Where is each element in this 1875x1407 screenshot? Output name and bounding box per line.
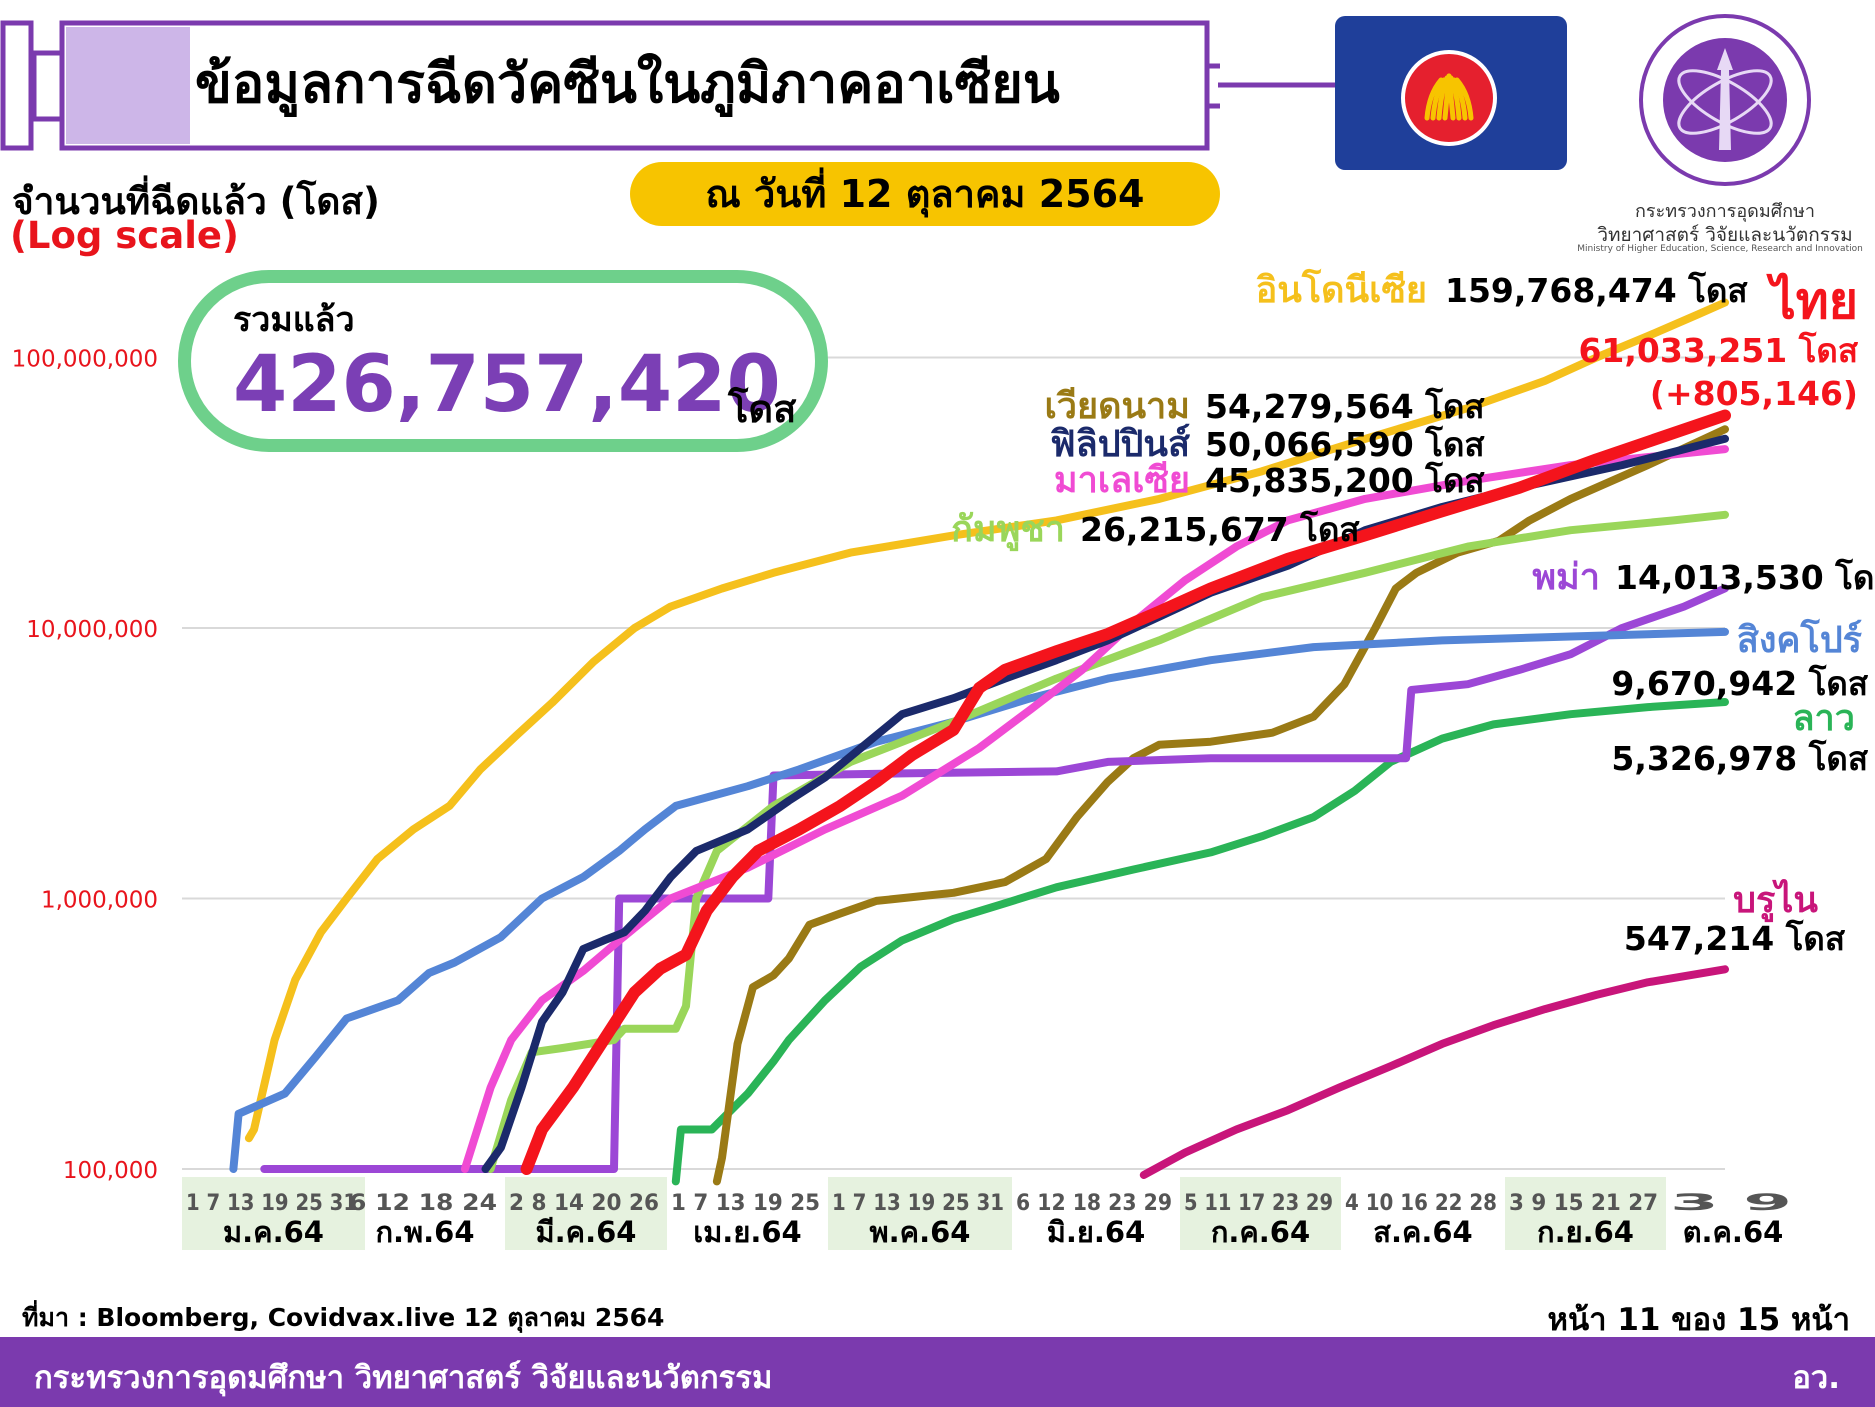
month-band xyxy=(1505,1177,1666,1250)
month-bands xyxy=(182,1177,1666,1250)
series-line-brunei xyxy=(1139,965,1729,1179)
y-tick-label: 100,000,000 xyxy=(12,347,158,373)
series-value-vietnam: 54,279,564 โดส xyxy=(1205,387,1485,426)
x-day-ticks: 2 8 14 20 26 xyxy=(509,1191,659,1216)
x-month-label: มี.ค.64 xyxy=(536,1215,637,1249)
syringe-tip xyxy=(1204,63,1220,109)
series-line-singapore xyxy=(229,627,1729,1173)
syringe-needle xyxy=(1218,82,1338,88)
series-name-myanmar: พม่า xyxy=(1532,557,1600,598)
series-line-thailand xyxy=(520,409,1731,1175)
x-axis-ticks: 1 7 13 19 25 31ม.ค.646 12 18 24ก.พ.642 8… xyxy=(186,1191,1792,1249)
series-name-laos: ลาว xyxy=(1793,698,1856,739)
series-value-malaysia: 45,835,200 โดส xyxy=(1205,461,1485,500)
series-line-cambodia xyxy=(486,510,1729,1173)
syringe-liquid xyxy=(66,27,190,144)
series-value-singapore: 9,670,942 โดส xyxy=(1611,664,1868,703)
month-band xyxy=(182,1177,365,1250)
y-tick-label: 10,000,000 xyxy=(26,617,158,643)
x-day-ticks: 4 10 16 22 28 xyxy=(1345,1191,1497,1216)
x-day-ticks: 3 9 15 21 27 xyxy=(1509,1191,1658,1216)
series-value-cambodia: 26,215,677 โดส xyxy=(1080,510,1360,549)
month-band xyxy=(1180,1177,1341,1250)
x-month-label: มิ.ย.64 xyxy=(1047,1215,1146,1249)
page-title: ข้อมูลการฉีดวัคซีนในภูมิภาคอาเซียน xyxy=(195,52,1060,115)
total-unit: โดส xyxy=(728,387,797,431)
x-month-label: พ.ค.64 xyxy=(870,1215,971,1249)
series-value-indonesia: 159,768,474 โดส xyxy=(1445,271,1748,310)
page-indicator: หน้า 11 ของ 15 หน้า xyxy=(1547,1302,1850,1338)
month-band xyxy=(505,1177,667,1250)
series-value-myanmar: 14,013,530 โดส xyxy=(1615,558,1875,597)
y-tick-label: 1,000,000 xyxy=(41,888,158,914)
y-axis-ticks: 100,000 1,000,000 10,000,000 100,000,000 xyxy=(12,347,158,1185)
series-line-laos xyxy=(671,698,1729,1186)
x-day-ticks: 6 12 18 23 29 xyxy=(1016,1191,1172,1216)
ministry-name-line2: วิทยาศาสตร์ วิจัยและนวัตกรรม xyxy=(1597,224,1853,246)
x-month-label: เม.ย.64 xyxy=(693,1215,801,1249)
ministry-name-line1: กระทรวงการอุดมศึกษา xyxy=(1635,201,1815,222)
series-name-vietnam: เวียดนาม xyxy=(1044,386,1190,427)
series-change-thailand: (+805,146) xyxy=(1650,374,1858,413)
x-day-ticks: 6 12 18 24 xyxy=(349,1191,497,1216)
series-value-philippines: 50,066,590 โดส xyxy=(1205,425,1485,464)
y-axis-label: จำนวนที่ฉีดแล้ว (โดส) xyxy=(12,180,380,223)
x-month-label: ก.ค.64 xyxy=(1211,1215,1310,1249)
y-tick-label: 100,000 xyxy=(63,1158,158,1184)
asean-emblem-icon xyxy=(1401,50,1497,146)
x-day-ticks: 3 9 xyxy=(1670,1191,1792,1216)
series-line-malaysia xyxy=(460,445,1729,1173)
total-value: 426,757,420 xyxy=(233,340,781,430)
series-name-philippines: ฟิลิปปินส์ xyxy=(1050,423,1190,465)
footer-abbr: อว. xyxy=(1792,1360,1840,1396)
series-line-indonesia xyxy=(244,298,1729,1143)
series-name-thailand: ไทย xyxy=(1766,272,1858,330)
month-band xyxy=(828,1177,1012,1250)
date-badge: ณ วันที่ 12 ตุลาคม 2564 xyxy=(630,162,1220,226)
x-month-label: ส.ค.64 xyxy=(1373,1215,1473,1249)
series-name-brunei: บรูไน xyxy=(1733,878,1818,923)
series-name-cambodia: กัมพูชา xyxy=(951,509,1065,552)
series-value-brunei: 547,214 โดส xyxy=(1624,919,1846,958)
x-day-ticks: 5 11 17 23 29 xyxy=(1184,1191,1333,1216)
x-month-label: ก.พ.64 xyxy=(375,1215,474,1249)
series-name-malaysia: มาเลเซีย xyxy=(1054,460,1190,501)
footer-bar xyxy=(0,1337,1875,1407)
x-month-label: ม.ค.64 xyxy=(223,1215,324,1249)
syringe-banner xyxy=(0,20,1220,151)
x-month-label: ต.ค.64 xyxy=(1683,1215,1784,1249)
total-doses-box xyxy=(178,270,828,452)
x-day-ticks: 1 7 13 19 25 xyxy=(671,1191,820,1216)
log-scale-note: (Log scale) xyxy=(10,214,239,257)
series-value-thailand: 61,033,251 โดส xyxy=(1578,331,1858,370)
source-note: ที่มา : Bloomberg, Covidvax.live 12 ตุลา… xyxy=(22,1303,665,1332)
series-value-laos: 5,326,978 โดส xyxy=(1611,739,1868,778)
series-name-singapore: สิงคโปร์ xyxy=(1737,618,1863,661)
ministry-name-english: Ministry of Higher Education, Science, R… xyxy=(1577,244,1863,254)
series-name-indonesia: อินโดนีเซีย xyxy=(1256,268,1427,311)
syringe-plunger-end xyxy=(0,20,34,151)
x-day-ticks: 1 7 13 19 25 31 xyxy=(832,1191,1004,1216)
total-label: รวมแล้ว xyxy=(233,300,355,340)
series-line-myanmar xyxy=(260,584,1729,1173)
x-day-ticks: 1 7 13 19 25 31 xyxy=(186,1191,357,1216)
x-month-label: ก.ย.64 xyxy=(1537,1215,1634,1249)
series-lines xyxy=(229,298,1731,1186)
ministry-seal-logo xyxy=(1639,14,1811,186)
footer-ministry: กระทรวงการอุดมศึกษา วิทยาศาสตร์ วิจัยและ… xyxy=(34,1360,773,1396)
